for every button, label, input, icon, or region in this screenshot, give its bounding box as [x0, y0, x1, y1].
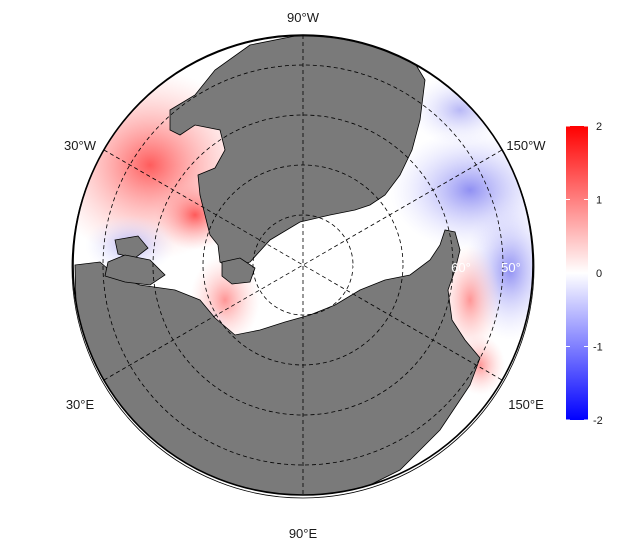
lon-label-90w: 90°W [287, 10, 320, 25]
lon-label-150e: 150°E [508, 397, 544, 412]
land-svalbard [221, 257, 256, 285]
map-disk [73, 35, 533, 495]
colorbar-gradient [566, 126, 588, 420]
lat-label-50: 50° [501, 260, 521, 275]
map-border-shadow [71, 35, 535, 499]
graticule [102, 35, 504, 495]
lon-label-90e: 90°E [289, 526, 318, 541]
colorbar: 2 1 0 -1 -2 [566, 121, 603, 427]
colorbar-tick-neg1: -1 [593, 342, 603, 354]
land-masses [74, 35, 481, 495]
colorbar-ticks [566, 125, 588, 421]
lat-label-80: 80° [352, 260, 372, 275]
colorbar-tick-0: 0 [596, 268, 602, 280]
colorbar-tick-2: 2 [596, 121, 602, 133]
land-iceland [114, 235, 149, 259]
lon-label-150w: 150°W [506, 138, 546, 153]
anomaly-gulf-alaska [410, 75, 510, 145]
parallel-60 [152, 114, 454, 416]
parallel-50 [102, 64, 504, 466]
land-scandinavia [104, 254, 166, 286]
lon-label-30e: 30°E [66, 397, 95, 412]
colorbar-tick-1: 1 [596, 195, 602, 207]
lat-label-70: 70° [400, 260, 420, 275]
colorbar-tick-neg2: -2 [593, 415, 603, 427]
map-border [72, 34, 534, 496]
lat-label-60: 60° [451, 260, 471, 275]
lon-label-30w: 30°W [64, 138, 97, 153]
